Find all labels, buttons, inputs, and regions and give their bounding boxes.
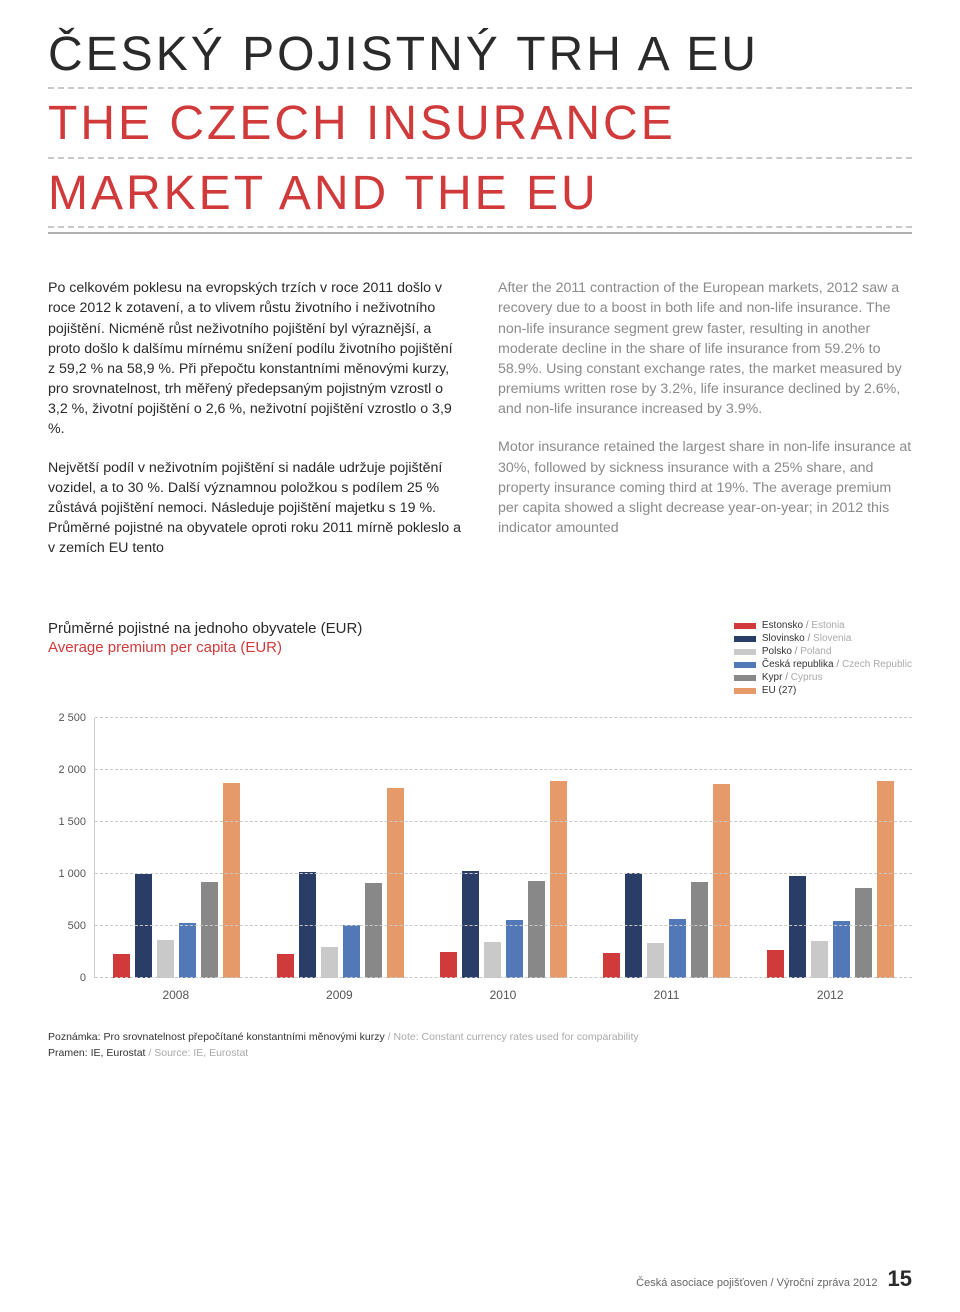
bar-group — [749, 718, 912, 978]
bar — [877, 781, 894, 979]
title-en-line2: MARKET AND THE EU — [48, 163, 912, 228]
legend-label: Polsko / Poland — [762, 646, 832, 657]
bar — [713, 784, 730, 978]
chart-title-cs: Průměrné pojistné na jednoho obyvatele (… — [48, 620, 362, 637]
bar — [157, 940, 174, 978]
page-title-block: ČESKÝ POJISTNÝ TRH A EU THE CZECH INSURA… — [48, 24, 912, 234]
legend-item: Estonsko / Estonia — [734, 620, 912, 631]
source-cs: Pramen: IE, Eurostat — [48, 1047, 145, 1059]
bar — [767, 950, 784, 978]
chart-legend: Estonsko / Estonia Slovinsko / Slovenia Po… — [734, 620, 912, 698]
bar-group — [258, 718, 421, 978]
body-columns: Po celkovém poklesu na evropských trzích… — [48, 278, 912, 576]
legend-item: Kypr / Cyprus — [734, 672, 912, 683]
bar — [550, 781, 567, 979]
legend-swatch — [734, 636, 756, 642]
legend-label: Slovinsko / Slovenia — [762, 633, 852, 644]
source-en: Source: IE, Eurostat — [154, 1047, 248, 1059]
chart: 05001 0001 5002 0002 500 — [48, 718, 912, 978]
chart-header: Průměrné pojistné na jednoho obyvatele (… — [48, 620, 912, 698]
y-tick-label: 1 500 — [58, 816, 86, 828]
bar — [833, 921, 850, 978]
grid-line — [95, 717, 912, 718]
legend-item: EU (27) — [734, 685, 912, 696]
grid-line — [95, 977, 912, 978]
body-column-en: After the 2011 contraction of the Europe… — [498, 278, 912, 576]
bar — [201, 882, 218, 979]
bar — [135, 874, 152, 978]
x-tick-label: 2012 — [748, 988, 912, 1002]
bar — [484, 942, 501, 978]
grid-line — [95, 821, 912, 822]
x-tick-label: 2010 — [421, 988, 585, 1002]
chart-title-en: Average premium per capita (EUR) — [48, 639, 362, 656]
legend-swatch — [734, 675, 756, 681]
bar — [811, 941, 828, 978]
footer-text: Česká asociace pojišťoven / Výroční zprá… — [636, 1277, 877, 1289]
title-cs: ČESKÝ POJISTNÝ TRH A EU — [48, 24, 912, 89]
grid-line — [95, 769, 912, 770]
title-rule — [48, 232, 912, 234]
bar — [440, 952, 457, 978]
bar — [343, 925, 360, 978]
bar — [691, 882, 708, 979]
bar — [789, 876, 806, 978]
chart-notes: Poznámka: Pro srovnatelnost přepočítané … — [48, 1030, 912, 1062]
y-tick-label: 2 000 — [58, 764, 86, 776]
body-column-cs: Po celkovém poklesu na evropských trzích… — [48, 278, 462, 576]
bar — [223, 783, 240, 979]
body-cs-p2: Největší podíl v neživotním pojištění si… — [48, 458, 462, 559]
legend-item: Slovinsko / Slovenia — [734, 633, 912, 644]
legend-item: Česká republika / Czech Republic — [734, 659, 912, 670]
bar — [113, 954, 130, 978]
bar — [603, 953, 620, 978]
page-footer: Česká asociace pojišťoven / Výroční zprá… — [636, 1266, 912, 1292]
body-en-p2: Motor insurance retained the largest sha… — [498, 437, 912, 538]
chart-y-axis: 05001 0001 5002 0002 500 — [48, 718, 94, 978]
note-cs: Poznámka: Pro srovnatelnost přepočítané … — [48, 1031, 385, 1043]
grid-line — [95, 925, 912, 926]
legend-swatch — [734, 623, 756, 629]
legend-swatch — [734, 688, 756, 694]
bar — [365, 883, 382, 979]
bar — [387, 788, 404, 978]
legend-label: Česká republika / Czech Republic — [762, 659, 912, 670]
grid-line — [95, 873, 912, 874]
body-en-p1: After the 2011 contraction of the Europe… — [498, 278, 912, 419]
chart-title: Průměrné pojistné na jednoho obyvatele (… — [48, 620, 362, 656]
bar — [528, 881, 545, 979]
bar — [647, 943, 664, 978]
legend-label: EU (27) — [762, 685, 796, 696]
y-tick-label: 2 500 — [58, 712, 86, 724]
x-tick-label: 2008 — [94, 988, 258, 1002]
title-en-line1: THE CZECH INSURANCE — [48, 93, 912, 158]
legend-label: Estonsko / Estonia — [762, 620, 845, 631]
x-tick-label: 2011 — [585, 988, 749, 1002]
y-tick-label: 500 — [68, 920, 86, 932]
bar — [179, 923, 196, 978]
legend-item: Polsko / Poland — [734, 646, 912, 657]
legend-label: Kypr / Cyprus — [762, 672, 823, 683]
bar — [321, 947, 338, 978]
bar-group — [585, 718, 748, 978]
y-tick-label: 0 — [80, 972, 86, 984]
chart-bar-groups — [95, 718, 912, 978]
bar — [669, 919, 686, 978]
bar — [506, 920, 523, 978]
x-tick-label: 2009 — [258, 988, 422, 1002]
page-number: 15 — [888, 1266, 912, 1292]
bar-group — [95, 718, 258, 978]
chart-x-labels: 20082009201020112012 — [94, 988, 912, 1002]
y-tick-label: 1 000 — [58, 868, 86, 880]
chart-plot — [94, 718, 912, 978]
bar — [855, 888, 872, 978]
note-en: Note: Constant currency rates used for c… — [394, 1031, 639, 1043]
bar — [277, 954, 294, 978]
legend-swatch — [734, 649, 756, 655]
legend-swatch — [734, 662, 756, 668]
bar-group — [422, 718, 585, 978]
body-cs-p1: Po celkovém poklesu na evropských trzích… — [48, 278, 462, 439]
